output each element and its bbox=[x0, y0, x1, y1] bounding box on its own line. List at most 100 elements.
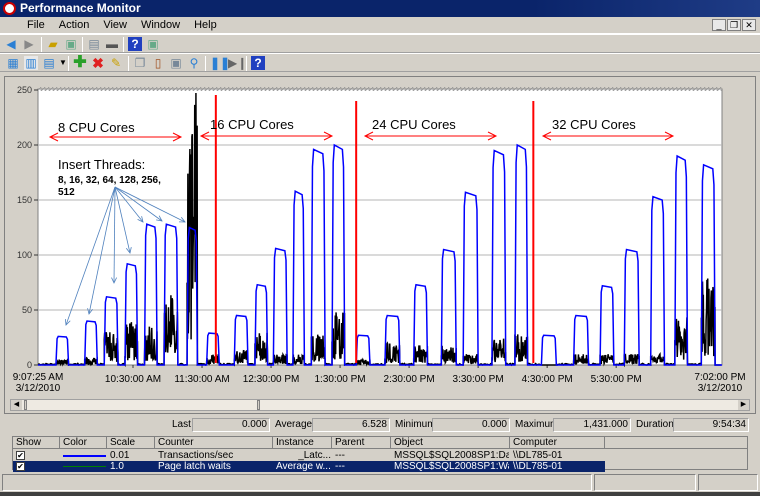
paste-counter-list-icon[interactable]: ▯ bbox=[154, 56, 162, 70]
scale: 1.0 bbox=[110, 461, 124, 472]
time-scrollbar[interactable]: ◀ ▶ bbox=[10, 399, 750, 411]
header-instance[interactable]: Instance bbox=[273, 437, 332, 449]
header-parent[interactable]: Parent bbox=[332, 437, 391, 449]
delete-counter-icon[interactable]: ✖ bbox=[92, 55, 104, 71]
arrow-head bbox=[111, 277, 117, 284]
arrow-head bbox=[541, 131, 552, 141]
change-graph-type-icon[interactable]: ▥ bbox=[24, 56, 38, 70]
header-scale[interactable]: Scale bbox=[107, 437, 155, 449]
restore-button[interactable]: ❐ bbox=[727, 19, 741, 31]
computer: \\DL785-01 bbox=[513, 461, 563, 472]
arrow-head bbox=[156, 215, 163, 222]
duration-label: Duration bbox=[636, 419, 674, 430]
instance: _Latc... bbox=[298, 450, 331, 461]
graph-panel bbox=[4, 76, 756, 414]
menu-window[interactable]: Window bbox=[140, 19, 181, 31]
show-checkbox[interactable]: ✔ bbox=[16, 451, 25, 460]
export-list-icon[interactable]: ▤ bbox=[88, 37, 100, 51]
thread-pointer-arrow bbox=[114, 186, 163, 222]
thread-pointer-arrow bbox=[113, 186, 116, 284]
x-end-time: 7:02:00 PM bbox=[694, 372, 745, 383]
header-object[interactable]: Object bbox=[391, 437, 510, 449]
series-color-swatch bbox=[63, 466, 106, 467]
print-icon[interactable]: ▬ bbox=[106, 37, 118, 51]
scroll-end-handle[interactable] bbox=[257, 400, 260, 410]
insert-threads-line2: 512 bbox=[58, 187, 75, 198]
copy-properties-icon[interactable]: ❐ bbox=[134, 56, 146, 70]
arrow-head bbox=[65, 318, 71, 326]
scroll-start-handle[interactable] bbox=[24, 400, 27, 410]
legend-row-page-latch-waits[interactable]: ✔ 1.0 Page latch waits Average w... --- … bbox=[13, 461, 605, 472]
arrow-head bbox=[178, 217, 186, 223]
forward-icon[interactable]: ▶ bbox=[24, 37, 34, 51]
menu-action[interactable]: Action bbox=[58, 19, 90, 31]
average-value: 6.528 bbox=[312, 418, 390, 432]
arrow-head bbox=[487, 131, 498, 141]
help-icon[interactable]: ? bbox=[128, 37, 142, 51]
x-tick-label: 3:30:00 PM bbox=[453, 374, 504, 385]
show-hide-action-pane-icon[interactable]: ▣ bbox=[147, 37, 159, 51]
show-checkbox[interactable]: ✔ bbox=[16, 462, 25, 471]
x-tick-label: 10:30:00 AM bbox=[105, 374, 161, 385]
scroll-left-button[interactable]: ◀ bbox=[11, 400, 22, 410]
minimum-value: 0.000 bbox=[432, 418, 510, 432]
status-pane-3 bbox=[698, 474, 758, 491]
show-hide-console-tree-icon[interactable]: ▣ bbox=[65, 37, 77, 51]
status-pane-2 bbox=[594, 474, 696, 491]
highlight-icon[interactable]: ✎ bbox=[110, 56, 122, 70]
legend-row-transactions[interactable]: ✔ 0.01 Transactions/sec _Latc... --- MSS… bbox=[13, 450, 605, 461]
title-bar: Performance Monitor bbox=[0, 0, 760, 17]
parent: --- bbox=[335, 450, 345, 461]
console-toolbar: ◀ ▶ ▰ ▣ ▤ ▬ ? ▣ bbox=[0, 34, 760, 53]
header-show[interactable]: Show bbox=[13, 437, 60, 449]
thread-pointer-arrow bbox=[114, 186, 186, 223]
last-label: Last bbox=[172, 419, 191, 430]
series-color-swatch bbox=[63, 455, 106, 457]
scroll-right-button[interactable]: ▶ bbox=[738, 400, 749, 410]
help-icon[interactable]: ? bbox=[251, 56, 265, 70]
thread-pointer-arrow bbox=[114, 186, 131, 254]
arrow-head bbox=[137, 216, 144, 223]
duration-value: 9:54:34 bbox=[673, 418, 749, 432]
graph-toolbar: ▦ ▥ ▤ ▼ ✚ ✖ ✎ ❐ ▯ ▣ ⚲ ❚❚ ▶❙ ? bbox=[0, 53, 760, 72]
perfmon-app-icon bbox=[3, 2, 16, 15]
close-button[interactable]: ✕ bbox=[742, 19, 756, 31]
dropdown-icon[interactable]: ▼ bbox=[59, 58, 67, 67]
header-color[interactable]: Color bbox=[60, 437, 107, 449]
minimum-label: Minimum bbox=[395, 419, 436, 430]
thread-pointer-arrow bbox=[114, 186, 144, 223]
parent: --- bbox=[335, 461, 345, 472]
plot-area bbox=[37, 88, 723, 366]
segment-label-16: 16 CPU Cores bbox=[210, 117, 294, 132]
menu-bar: File Action View Window Help bbox=[0, 17, 760, 34]
counter: Page latch waits bbox=[158, 461, 231, 472]
arrow-head bbox=[48, 132, 59, 142]
arrow-head bbox=[363, 131, 374, 141]
properties-icon[interactable]: ▣ bbox=[170, 56, 182, 70]
x-tick-label: 12:30:00 PM bbox=[243, 374, 300, 385]
object: MSSQL$SQL2008SP1:Datab... bbox=[394, 450, 509, 461]
window-title: Performance Monitor bbox=[20, 1, 141, 15]
minimize-button[interactable]: _ bbox=[712, 19, 726, 31]
instance: Average w... bbox=[276, 461, 331, 472]
header-computer[interactable]: Computer bbox=[510, 437, 605, 449]
back-icon[interactable]: ◀ bbox=[6, 37, 16, 51]
scale: 0.01 bbox=[110, 450, 130, 461]
chart-type-icon[interactable]: ▤ bbox=[43, 56, 55, 70]
up-folder-icon[interactable]: ▰ bbox=[48, 37, 58, 51]
zoom-icon[interactable]: ⚲ bbox=[189, 56, 199, 70]
maximum-label: Maximum bbox=[515, 419, 559, 430]
menu-help[interactable]: Help bbox=[194, 19, 217, 31]
object: MSSQL$SQL2008SP1:Wait S... bbox=[394, 461, 509, 472]
x-tick-label: 1:30:00 PM bbox=[314, 374, 365, 385]
header-counter[interactable]: Counter bbox=[155, 437, 273, 449]
y-tick-label: 100 bbox=[17, 250, 32, 260]
view-graph-icon[interactable]: ▦ bbox=[7, 56, 19, 70]
menu-file[interactable]: File bbox=[27, 19, 45, 31]
arrow-head bbox=[664, 131, 675, 141]
x-tick-label: 2:30:00 PM bbox=[384, 374, 435, 385]
y-tick-label: 0 bbox=[27, 360, 32, 370]
add-counter-icon[interactable]: ✚ bbox=[73, 54, 87, 71]
menu-view[interactable]: View bbox=[103, 19, 127, 31]
